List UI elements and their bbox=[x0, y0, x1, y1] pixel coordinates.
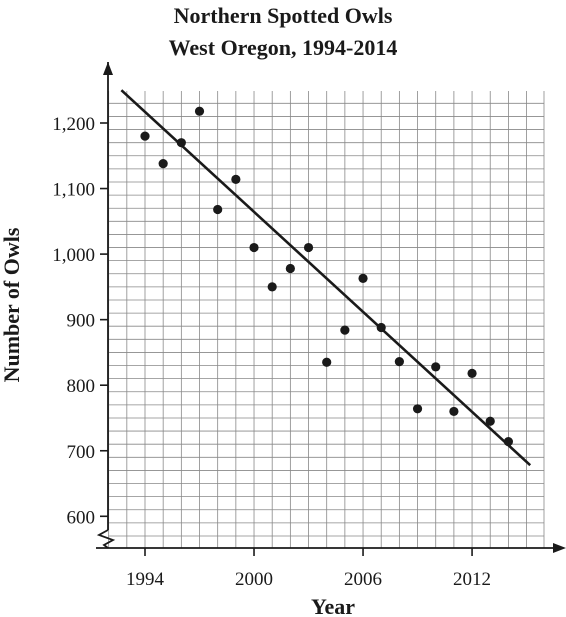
x-tick-label: 2012 bbox=[453, 569, 491, 590]
data-point bbox=[503, 436, 513, 447]
y-axis-break bbox=[96, 529, 116, 549]
data-point bbox=[376, 322, 386, 333]
data-point bbox=[140, 131, 150, 141]
x-axis-title: Year bbox=[311, 594, 355, 617]
trend-line bbox=[120, 89, 532, 467]
data-point bbox=[412, 404, 423, 414]
y-tick-label: 1,200 bbox=[52, 114, 95, 135]
data-point bbox=[158, 159, 168, 169]
y-axis-title: Number of Owls bbox=[0, 227, 24, 382]
data-point bbox=[303, 242, 314, 253]
y-tick-label: 1,100 bbox=[52, 180, 95, 201]
data-point bbox=[394, 357, 404, 367]
data-point bbox=[285, 263, 295, 274]
y-tick-label: 600 bbox=[67, 507, 96, 528]
data-point bbox=[322, 357, 332, 367]
x-axis-arrow bbox=[553, 543, 566, 553]
chart-title: Northern Spotted Owls bbox=[173, 3, 393, 28]
data-point bbox=[431, 362, 441, 372]
y-axis-arrow bbox=[103, 62, 113, 75]
x-tick-label: 2000 bbox=[235, 569, 273, 590]
x-tick-label: 2006 bbox=[344, 569, 382, 590]
y-tick-label: 900 bbox=[67, 311, 96, 332]
chart-subtitle: West Oregon, 1994-2014 bbox=[168, 35, 398, 60]
data-point bbox=[467, 368, 477, 379]
data-point bbox=[267, 282, 277, 292]
y-tick-label: 700 bbox=[67, 442, 96, 463]
y-tick-label: 1,000 bbox=[52, 245, 95, 266]
y-tick-label: 800 bbox=[67, 376, 96, 397]
data-point bbox=[249, 242, 259, 253]
data-point bbox=[231, 174, 241, 184]
data-point bbox=[213, 204, 223, 215]
data-point bbox=[485, 416, 495, 426]
data-point bbox=[449, 406, 459, 417]
data-point bbox=[340, 325, 350, 335]
grid-lines bbox=[108, 91, 545, 548]
data-point bbox=[176, 138, 186, 148]
data-point bbox=[194, 106, 205, 116]
x-tick-label: 1994 bbox=[126, 569, 165, 590]
data-point bbox=[358, 273, 368, 283]
